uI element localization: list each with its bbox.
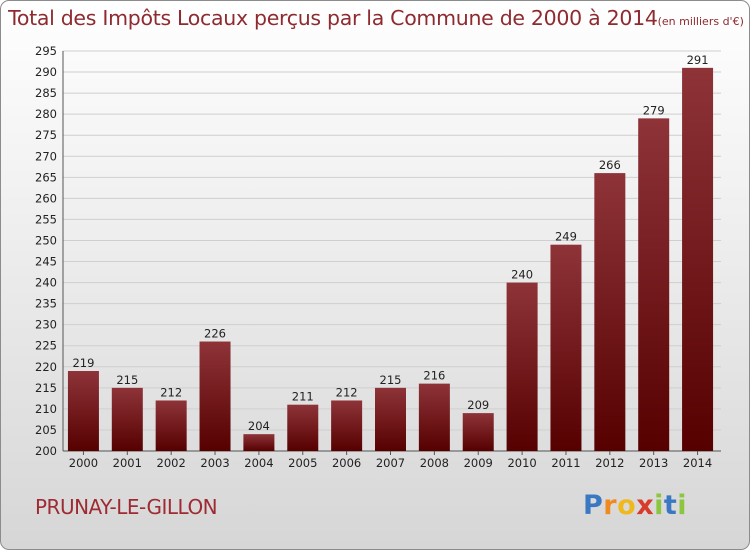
y-tick-label: 290 [35, 65, 57, 79]
y-tick-label: 255 [35, 212, 57, 226]
x-tick-label: 2003 [200, 456, 229, 470]
bar-value-label: 215 [116, 373, 138, 387]
x-tick-label: 2010 [507, 456, 536, 470]
y-tick-label: 245 [35, 255, 57, 269]
x-tick-label: 2013 [639, 456, 668, 470]
bar-2012[interactable] [594, 173, 626, 451]
y-tick-label: 260 [35, 191, 57, 205]
x-tick-label: 2000 [69, 456, 98, 470]
brand-logo[interactable]: Proxiti [583, 490, 687, 521]
logo-letter: t [663, 490, 678, 521]
x-tick-label: 2005 [288, 456, 317, 470]
bar-2014[interactable] [682, 67, 714, 451]
bar-value-label: 211 [292, 390, 314, 404]
y-tick-label: 210 [35, 402, 57, 416]
y-tick-label: 200 [35, 444, 57, 458]
y-tick-label: 270 [35, 149, 57, 163]
logo-letter: P [583, 490, 604, 521]
bar-value-label: 249 [555, 230, 577, 244]
bar-value-label: 279 [643, 103, 665, 117]
bar-value-label: 266 [599, 158, 621, 172]
x-tick-label: 2006 [332, 456, 361, 470]
x-tick-label: 2008 [420, 456, 449, 470]
y-tick-label: 265 [35, 170, 57, 184]
bar-value-label: 215 [380, 373, 402, 387]
y-tick-label: 230 [35, 318, 57, 332]
bar-value-label: 219 [72, 356, 94, 370]
y-tick-label: 280 [35, 107, 57, 121]
y-tick-label: 205 [35, 423, 57, 437]
logo-letter: i [654, 490, 664, 521]
commune-name: PRUNAY-LE-GILLON [35, 495, 218, 519]
x-tick-label: 2002 [157, 456, 186, 470]
y-tick-label: 225 [35, 339, 57, 353]
x-tick-label: 2014 [683, 456, 712, 470]
title-text: Total des Impôts Locaux perçus par la Co… [8, 6, 658, 30]
logo-letter: x [636, 490, 655, 521]
bar-2001[interactable] [111, 387, 143, 451]
bar-value-label: 204 [248, 419, 270, 433]
x-tick-label: 2001 [113, 456, 142, 470]
y-tick-label: 220 [35, 360, 57, 374]
logo-letter: o [617, 490, 637, 521]
x-tick-label: 2007 [376, 456, 405, 470]
y-tick-label: 250 [35, 233, 57, 247]
x-tick-label: 2012 [595, 456, 624, 470]
bar-2010[interactable] [506, 282, 538, 451]
bar-value-label: 226 [204, 327, 226, 341]
bar-2004[interactable] [243, 434, 275, 451]
y-tick-label: 215 [35, 381, 57, 395]
bar-value-label: 209 [467, 398, 489, 412]
unit-note: (en milliers d'€) [657, 15, 744, 28]
bar-2013[interactable] [638, 118, 670, 452]
chart-title: Total des Impôts Locaux perçus par la Co… [1, 6, 749, 30]
bar-2006[interactable] [331, 400, 363, 451]
bar-value-label: 212 [336, 385, 358, 399]
y-tick-label: 295 [35, 44, 57, 58]
y-tick-label: 275 [35, 128, 57, 142]
bar-2008[interactable] [418, 383, 450, 451]
bar-value-label: 240 [511, 268, 533, 282]
x-tick-label: 2009 [464, 456, 493, 470]
bar-value-label: 291 [687, 53, 709, 67]
y-tick-label: 240 [35, 276, 57, 290]
bar-2011[interactable] [550, 244, 582, 451]
bar-2007[interactable] [375, 387, 406, 451]
x-tick-label: 2004 [244, 456, 273, 470]
y-tick-label: 285 [35, 86, 57, 100]
bar-2002[interactable] [155, 400, 187, 451]
logo-letter: i [677, 490, 688, 521]
bar-2005[interactable] [287, 404, 319, 451]
y-tick-label: 235 [35, 297, 57, 311]
bar-2000[interactable] [67, 371, 99, 451]
bar-value-label: 212 [160, 385, 182, 399]
bar-2003[interactable] [199, 341, 231, 451]
logo-letter: r [603, 490, 618, 521]
bar-value-label: 216 [423, 369, 445, 383]
bar-2009[interactable] [462, 413, 494, 451]
x-tick-label: 2011 [551, 456, 580, 470]
